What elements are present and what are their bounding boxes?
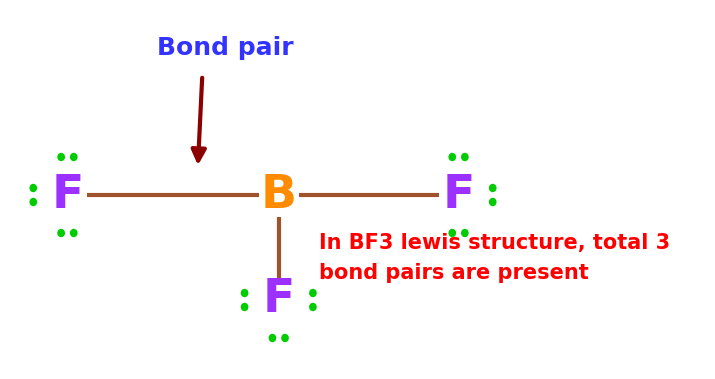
Circle shape: [490, 199, 496, 205]
Circle shape: [242, 290, 247, 296]
Text: F: F: [51, 172, 84, 218]
Circle shape: [30, 185, 36, 191]
Circle shape: [449, 230, 455, 236]
Circle shape: [30, 199, 36, 205]
Circle shape: [58, 153, 64, 160]
Text: F: F: [262, 277, 295, 323]
Text: Bond pair: Bond pair: [157, 36, 294, 60]
Circle shape: [282, 335, 288, 341]
Circle shape: [462, 230, 468, 236]
Circle shape: [490, 185, 496, 191]
Text: In BF3 lewis structure, total 3
bond pairs are present: In BF3 lewis structure, total 3 bond pai…: [319, 233, 671, 283]
Circle shape: [71, 153, 77, 160]
Circle shape: [242, 304, 247, 310]
Text: B: B: [261, 172, 297, 218]
Text: F: F: [443, 172, 475, 218]
Circle shape: [71, 230, 77, 236]
Circle shape: [310, 290, 316, 296]
Circle shape: [270, 335, 275, 341]
Circle shape: [462, 153, 468, 160]
Circle shape: [449, 153, 455, 160]
Circle shape: [58, 230, 64, 236]
Circle shape: [310, 304, 316, 310]
